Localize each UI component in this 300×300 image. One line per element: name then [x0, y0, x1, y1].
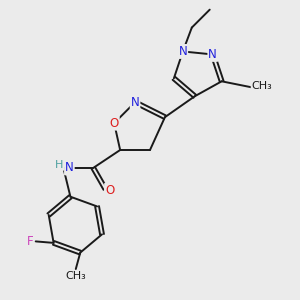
Text: N: N: [178, 45, 187, 58]
Text: N: N: [208, 48, 217, 61]
Text: N: N: [131, 96, 140, 109]
Text: CH₃: CH₃: [65, 272, 86, 281]
Text: O: O: [105, 184, 114, 197]
Text: N: N: [65, 161, 74, 174]
Text: H: H: [55, 160, 63, 170]
Text: CH₃: CH₃: [252, 81, 272, 91]
Text: F: F: [26, 235, 33, 248]
Text: O: O: [110, 117, 119, 130]
